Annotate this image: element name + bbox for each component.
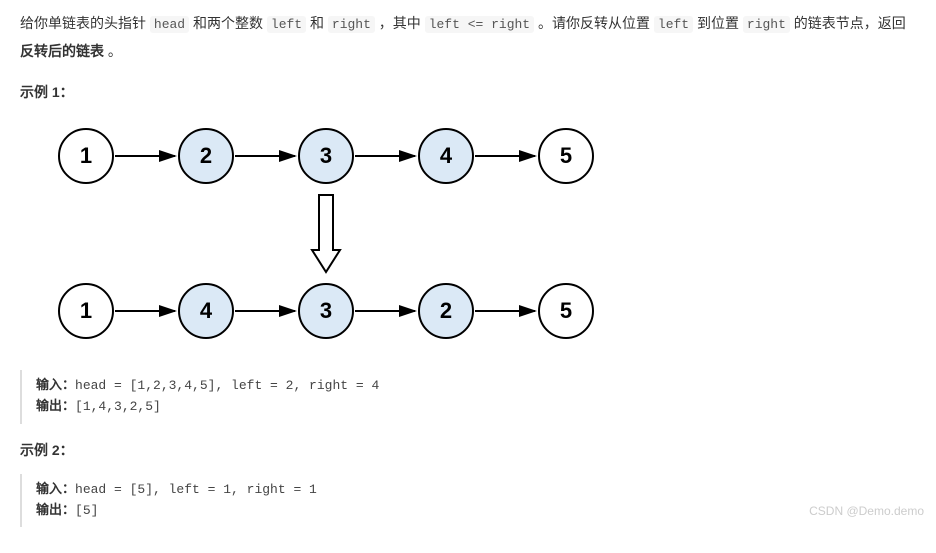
example2-output-row: 输出：[5] <box>36 501 916 522</box>
problem-description: 给你单链表的头指针 head 和两个整数 left 和 right ，其中 le… <box>20 10 916 64</box>
output-label: 输出： <box>36 503 75 518</box>
svg-text:3: 3 <box>320 298 332 323</box>
desc-text: 。 <box>108 43 122 59</box>
code-right2: right <box>743 16 790 33</box>
output-text: [1,4,3,2,5] <box>75 399 161 414</box>
svg-text:4: 4 <box>200 298 213 323</box>
desc-text: 到位置 <box>697 15 743 31</box>
code-left: left <box>267 16 306 33</box>
example1-output-row: 输出：[1,4,3,2,5] <box>36 397 916 418</box>
output-label: 输出： <box>36 399 75 414</box>
desc-text: 和 <box>310 15 328 31</box>
svg-text:1: 1 <box>80 143 92 168</box>
watermark: CSDN @Demo.demo <box>809 504 924 518</box>
linked-list-diagram: 1 2 3 4 5 1 4 3 2 5 <box>36 116 916 354</box>
input-text: head = [1,2,3,4,5], left = 2, right = 4 <box>75 378 379 393</box>
desc-bold: 反转后的链表 <box>20 43 104 59</box>
svg-text:5: 5 <box>560 143 572 168</box>
desc-text: 和两个整数 <box>193 15 267 31</box>
desc-text: 的链表节点，返回 <box>794 15 906 31</box>
example1-io: 输入：head = [1,2,3,4,5], left = 2, right =… <box>20 370 916 424</box>
code-left2: left <box>654 16 693 33</box>
example2-input-row: 输入：head = [5], left = 1, right = 1 <box>36 480 916 501</box>
code-head: head <box>150 16 189 33</box>
input-label: 输入： <box>36 482 75 497</box>
input-label: 输入： <box>36 378 75 393</box>
input-text: head = [5], left = 1, right = 1 <box>75 482 317 497</box>
svg-text:2: 2 <box>440 298 452 323</box>
diagram-svg: 1 2 3 4 5 1 4 3 2 5 <box>36 116 636 351</box>
example1-label: 示例 1： <box>20 82 916 102</box>
svg-text:4: 4 <box>440 143 453 168</box>
desc-text: 给你单链表的头指针 <box>20 15 150 31</box>
code-constraint: left <= right <box>425 16 534 33</box>
desc-text: ，其中 <box>379 15 425 31</box>
output-text: [5] <box>75 503 98 518</box>
desc-text: 。请你反转从位置 <box>538 15 654 31</box>
svg-text:2: 2 <box>200 143 212 168</box>
svg-text:1: 1 <box>80 298 92 323</box>
svg-text:3: 3 <box>320 143 332 168</box>
example1-input-row: 输入：head = [1,2,3,4,5], left = 2, right =… <box>36 376 916 397</box>
example2-label: 示例 2： <box>20 440 916 460</box>
svg-text:5: 5 <box>560 298 572 323</box>
code-right: right <box>328 16 375 33</box>
example2-io: 输入：head = [5], left = 1, right = 1 输出：[5… <box>20 474 916 528</box>
